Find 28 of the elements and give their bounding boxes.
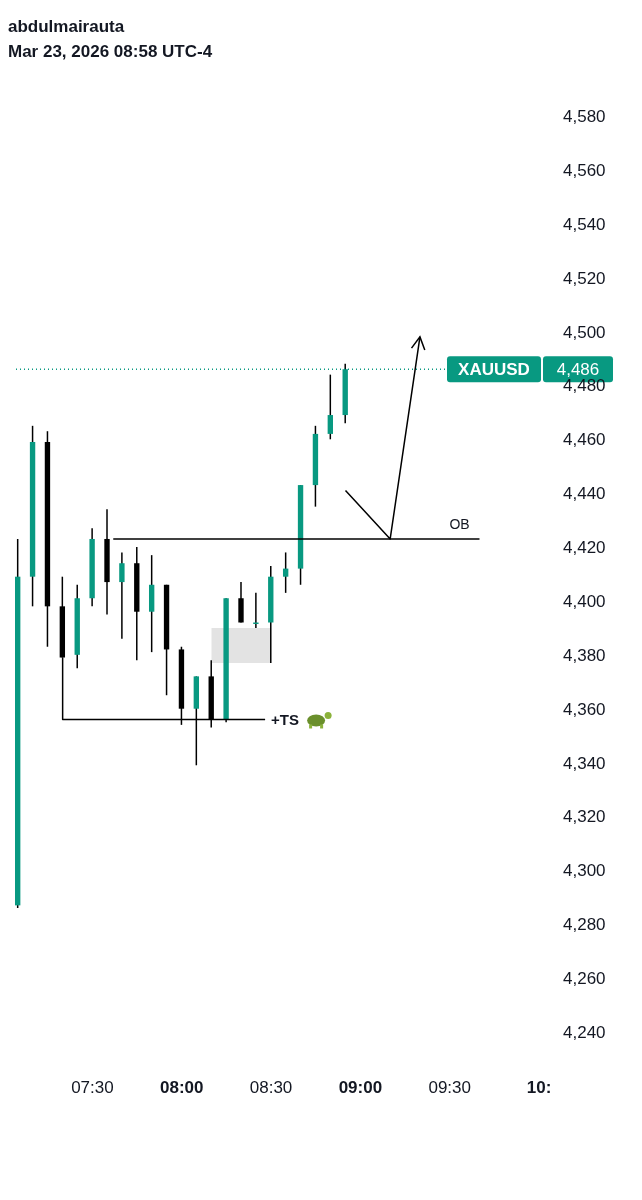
x-tick-label: 09:00 <box>338 1078 383 1097</box>
y-tick-label: 4,420 <box>563 538 606 558</box>
y-tick-label: 4,540 <box>563 214 606 234</box>
series-label: +TS <box>271 711 300 729</box>
y-tick-label: 4,260 <box>563 969 606 989</box>
y-tick-label: 4,580 <box>563 107 606 126</box>
y-tick-label: 4,440 <box>563 484 606 504</box>
y-tick-label: 4,380 <box>563 645 606 665</box>
y-tick-label: 4,320 <box>563 807 606 827</box>
y-tick-label: 4,520 <box>563 268 606 288</box>
x-tick-label: 10: <box>526 1078 552 1097</box>
y-tick-label: 4,400 <box>563 591 606 611</box>
x-tick-label: 08:30 <box>249 1078 293 1097</box>
y-tick-label: 4,240 <box>563 1023 606 1042</box>
y-tick-label: 4,360 <box>563 699 606 719</box>
x-tick-label: 07:30 <box>71 1078 114 1097</box>
chart-title: abdulmairauta <box>8 16 126 38</box>
ref-line-label: XAUUSD <box>458 360 530 380</box>
y-tick-label: 4,560 <box>563 160 606 180</box>
y-tick-label: 4,300 <box>563 861 606 881</box>
series-label: OB <box>449 515 470 532</box>
y-tick-label: 4,340 <box>563 753 606 773</box>
y-tick-label: 4,280 <box>563 915 606 935</box>
x-tick-label: 08:00 <box>160 1078 204 1097</box>
y-tick-label: 4,460 <box>563 430 606 450</box>
y-tick-label: 4,500 <box>563 322 606 342</box>
chart-subtitle: Mar 23, 2026 08:58 UTC-4 <box>8 41 214 63</box>
x-tick-label: 09:30 <box>428 1078 471 1097</box>
